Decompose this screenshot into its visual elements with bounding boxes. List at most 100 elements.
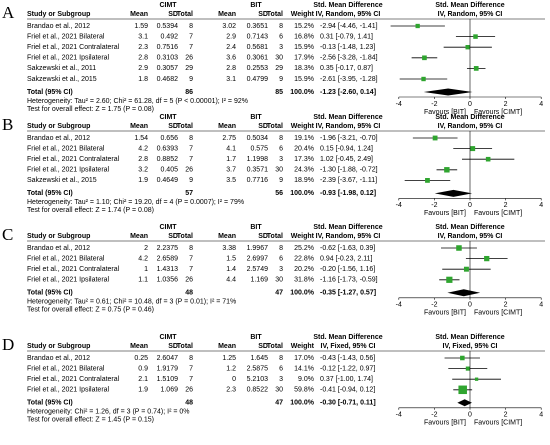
cimt-cell: 9 — [189, 177, 193, 184]
bit-cell: 29 — [275, 65, 283, 72]
bit-cell: 2.8 — [226, 65, 236, 72]
bit-cell: 8 — [279, 135, 283, 142]
cimt-cell: 0.6393 — [157, 145, 179, 152]
total-weight: 100.0% — [290, 190, 315, 197]
cimt-cell: 0.4682 — [157, 76, 179, 83]
weight: 19.1% — [294, 135, 314, 142]
study-name: Brandao et al., 2012 — [27, 135, 90, 142]
effect-square — [463, 266, 469, 272]
ci-label: -2.61 [-3.95, -1.28] — [320, 76, 378, 83]
x-tick-label: -2 — [431, 101, 437, 108]
bit-cell: 1.2 — [226, 365, 236, 372]
ci-label: -0.41 [-0.94, 0.12] — [320, 387, 375, 394]
bit-cell: 2.4 — [226, 44, 236, 51]
cimt-cell: 1.069 — [160, 387, 178, 394]
effect-header: Std. Mean Difference — [313, 2, 382, 9]
bit-cell: 0.4799 — [247, 76, 269, 83]
total-ci-label: -0.35 [-1.27, 0.57] — [320, 290, 376, 297]
study-name: Sakzewski et al., 2011 — [27, 65, 96, 72]
bit-cell: 0.3571 — [247, 167, 269, 174]
cimt-cell: 8 — [189, 355, 193, 362]
cimt-cell: 1.1 — [138, 277, 148, 284]
cimt-cell: 9 — [189, 76, 193, 83]
study-name: Friel et al., 2021 Contralateral — [27, 44, 120, 51]
total-diamond — [434, 189, 473, 197]
effect-square — [432, 135, 438, 141]
cimt-cell: 2.1 — [138, 376, 148, 383]
effect-square — [421, 76, 426, 82]
weight: 17.3% — [294, 156, 314, 163]
study-name: Friel et al., 2021 Contralateral — [27, 156, 120, 163]
x-tick-label: 4 — [539, 101, 543, 108]
column-header: Study or Subgroup — [27, 233, 90, 240]
bit-cell: 0.5681 — [247, 44, 269, 51]
column-header: Mean — [130, 233, 148, 240]
effect-header: IV, Random, 95% CI — [316, 123, 381, 130]
effect-square — [446, 276, 453, 283]
total-name: Total (95% CI) — [27, 89, 73, 96]
bit-cell: 8 — [279, 245, 283, 252]
total-weight: 100.0% — [290, 400, 315, 407]
cimt-cell: 0.4649 — [157, 177, 179, 184]
effect-square — [465, 366, 470, 371]
effect-square — [473, 66, 479, 71]
effect-header: Std. Mean Difference — [313, 224, 382, 231]
group-header: CIMT — [159, 114, 177, 121]
ci-label: -0.13 [-1.48, 1.23] — [320, 44, 375, 51]
bit-cell: 3.5 — [226, 177, 236, 184]
cimt-cell: 0.9 — [138, 365, 148, 372]
column-header: SD — [258, 343, 268, 350]
cimt-cell: 7 — [189, 255, 193, 262]
effect-square — [456, 245, 462, 251]
study-name: Friel et al., 2021 Contralateral — [27, 376, 120, 383]
bit-cell: 0.3651 — [247, 23, 269, 30]
column-header: Total — [267, 123, 283, 130]
study-name: Friel et al., 2021 Ipsilateral — [27, 387, 110, 394]
favours-left: Favours [BIT] — [424, 310, 466, 317]
cimt-cell: 0.3103 — [157, 55, 179, 62]
cimt-cell: 0.5394 — [157, 23, 179, 30]
ci-label: -0.12 [-1.22, 0.97] — [320, 365, 375, 372]
favours-right: Favours [CIMT] — [474, 310, 522, 317]
x-tick-label: 0 — [468, 302, 472, 309]
ci-label: -1.30 [-1.88, -0.72] — [320, 167, 378, 174]
cimt-cell: 7 — [189, 44, 193, 51]
bit-cell: 4.1 — [226, 145, 236, 152]
effect-square — [484, 255, 490, 262]
effect-header: Std. Mean Difference — [313, 334, 382, 341]
column-header: Weight — [291, 233, 315, 240]
ci-label: 0.15 [-0.94, 1.24] — [320, 145, 373, 152]
x-tick-label: -4 — [396, 302, 402, 309]
favours-left: Favours [BIT] — [424, 210, 466, 217]
cimt-cell: 1.9179 — [157, 365, 179, 372]
effect-square — [473, 34, 478, 39]
ci-label: -0.43 [-1.43, 0.56] — [320, 355, 375, 362]
bit-cell: 1.4 — [226, 266, 236, 273]
x-tick-label: -2 — [431, 412, 437, 419]
effect-header: IV, Random, 95% CI — [316, 233, 381, 240]
column-header: Mean — [218, 11, 236, 18]
favours-left: Favours [BIT] — [424, 420, 466, 427]
cimt-cell: 26 — [185, 277, 193, 284]
study-name: Friel et al., 2021 Ipsilateral — [27, 277, 110, 284]
bit-cell: 0.2553 — [247, 65, 269, 72]
total-diamond — [423, 88, 473, 96]
total-ci-label: -0.93 [-1.98, 0.12] — [320, 190, 376, 197]
study-name: Friel et al., 2021 Bilateral — [27, 365, 105, 372]
bit-cell: 6 — [279, 365, 283, 372]
bit-cell: 4.4 — [226, 277, 236, 284]
study-name: Friel et al., 2021 Bilateral — [27, 33, 105, 40]
weight: 59.8% — [294, 387, 314, 394]
cimt-cell: 0.492 — [160, 33, 178, 40]
bit-cell: 3 — [279, 156, 283, 163]
bit-cell: 8 — [279, 355, 283, 362]
column-header: SD — [258, 233, 268, 240]
x-tick-label: 0 — [468, 101, 472, 108]
effect-square — [470, 146, 476, 152]
heterogeneity: Heterogeneity: Chi² = 1.26, df = 3 (P = … — [27, 409, 190, 416]
ci-label: -1.16 [-1.73, -0.59] — [320, 277, 378, 284]
group-header: BIT — [250, 114, 262, 121]
cimt-cell: 0.656 — [160, 135, 178, 142]
effect-square — [415, 23, 420, 29]
effect-square — [444, 167, 450, 173]
